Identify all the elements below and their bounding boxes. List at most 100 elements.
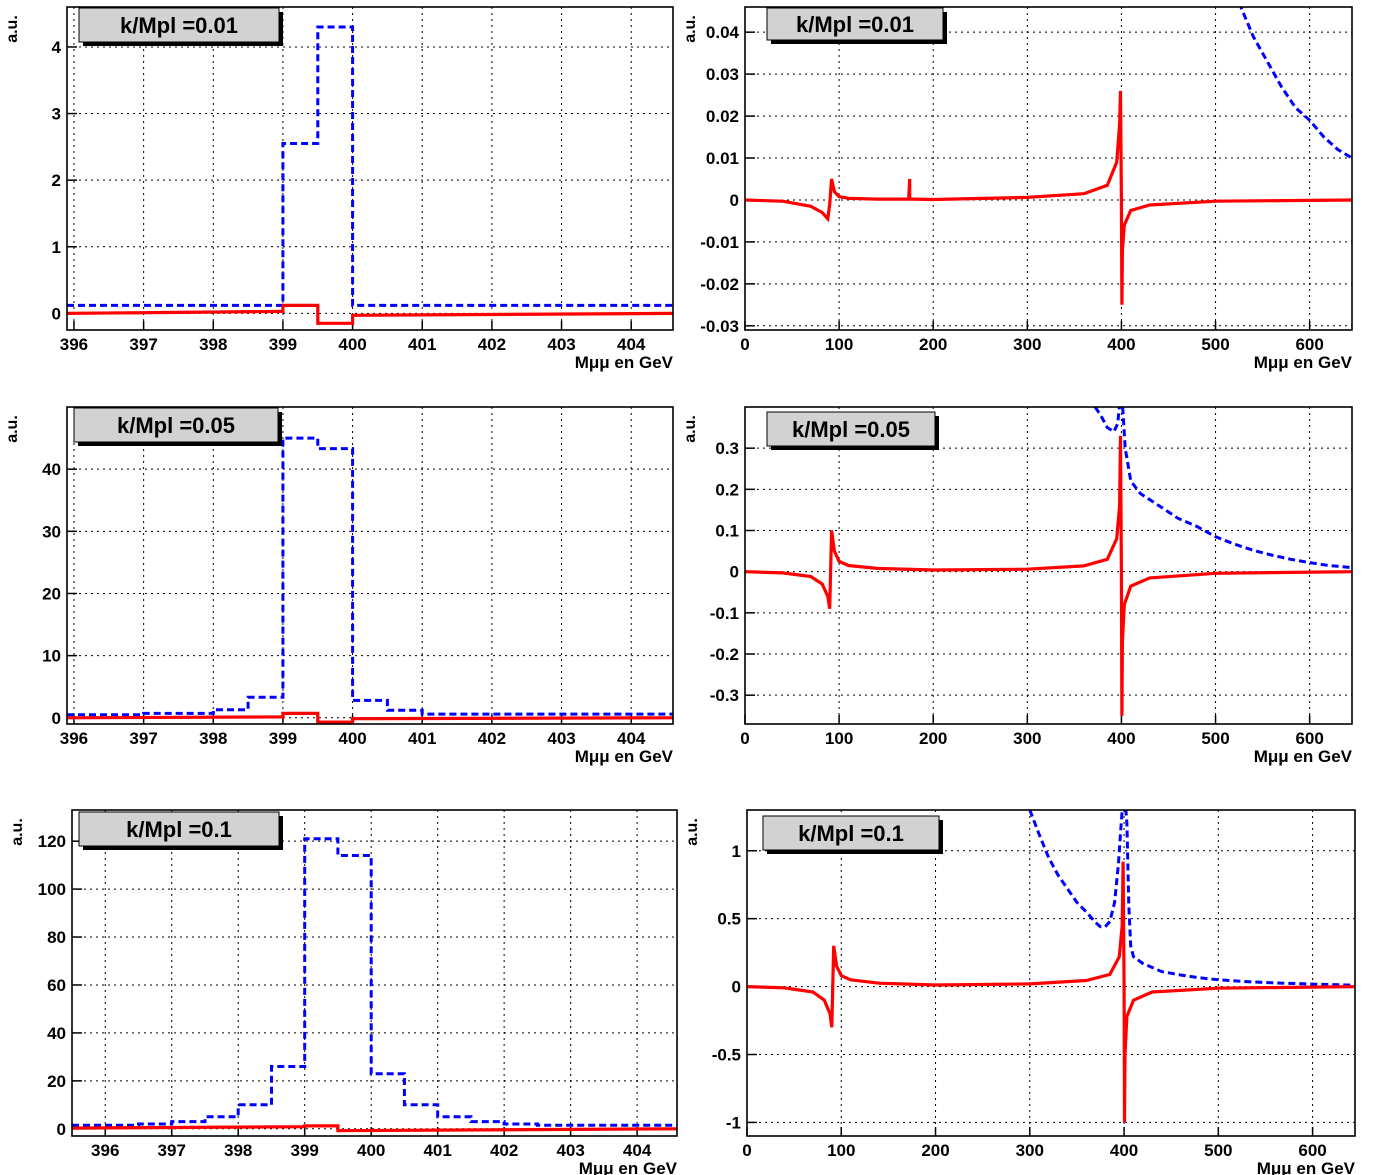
x-tick-label: 300 [1013,335,1041,354]
x-tick-label: 0 [742,1141,751,1160]
series-2-line [745,435,1352,716]
y-axis-label: a.u. [9,818,26,846]
x-tick-label: 100 [825,335,853,354]
x-tick-label: 100 [827,1141,855,1160]
x-tick-label: 402 [478,335,506,354]
series-2-line [72,1124,677,1133]
x-tick-label: 100 [825,729,853,748]
x-tick-label: 200 [921,1141,949,1160]
y-tick-label: -0.1 [710,604,739,623]
y-tick-label: 30 [42,522,61,541]
x-tick-label: 404 [617,729,646,748]
x-tick-label: 402 [490,1141,518,1160]
y-tick-label: 10 [42,647,61,666]
x-tick-label: 398 [199,729,227,748]
chart-panel-5: 396 397 398 399 400 401 402 403 404 0 20 40 60 80 100 1… [9,809,678,1175]
label-box [766,411,936,447]
x-tick-label: 600 [1295,335,1323,354]
panel-label: k/Mpl =0.1 [126,817,232,842]
y-tick-label: 120 [38,832,66,851]
y-axis-label: a.u. [682,415,699,443]
x-tick-label: 396 [60,729,88,748]
y-tick-label: 0 [732,978,741,997]
x-tick-label: 397 [158,1141,186,1160]
x-tick-label: 300 [1013,729,1041,748]
x-tick-label: 600 [1298,1141,1326,1160]
y-tick-label: 0 [730,191,739,210]
chart-panel-6: 0 100 200 300 400 500 600 -1 -0.5 0 0.5 1 k/Mpl =0.1… [684,809,1356,1175]
label-box [73,407,279,443]
x-tick-label: 398 [199,335,227,354]
x-tick-label: 396 [60,335,88,354]
y-tick-label: 80 [47,928,66,947]
y-tick-label: 60 [47,976,66,995]
y-tick-label: 20 [42,584,61,603]
plot-frame [66,6,674,331]
x-tick-label: 200 [919,729,947,748]
plot-frame [746,809,1356,1137]
x-tick-label: 398 [224,1141,252,1160]
y-axis-label: a.u. [682,15,699,43]
y-tick-label: 4 [52,38,62,57]
chart-panel-3: 396 397 398 399 400 401 402 403 404 0 10 20 30 40 k/Mp… [4,406,674,766]
y-tick-label: 100 [38,880,66,899]
y-tick-label: -1 [726,1113,741,1132]
panel-label: k/Mpl =0.1 [798,821,904,846]
y-axis-label: a.u. [4,15,21,43]
x-tick-label: 400 [357,1141,385,1160]
series-2-line [745,90,1352,305]
y-tick-label: 0.01 [706,149,739,168]
x-tick-label: 403 [547,335,575,354]
y-tick-label: 0.3 [715,439,739,458]
x-tick-label: 396 [91,1141,119,1160]
y-tick-label: 0.2 [715,480,739,499]
x-tick-label: 200 [919,335,947,354]
x-tick-label: 399 [291,1141,319,1160]
y-axis-label: a.u. [684,818,701,846]
x-tick-label: 500 [1204,1141,1232,1160]
y-tick-label: -0.01 [700,233,739,252]
y-tick-label: 0 [52,304,61,323]
y-tick-label: 0.02 [706,107,739,126]
panel-label: k/Mpl =0.01 [796,12,914,37]
y-tick-label: 0 [730,563,739,582]
label-box [78,811,280,847]
plot-frame [744,6,1353,331]
y-tick-label: -0.2 [710,645,739,664]
panel-label: k/Mpl =0.01 [120,13,238,38]
x-tick-label: 600 [1295,729,1323,748]
series-1-line [1028,810,1355,987]
y-tick-label: 0.1 [715,522,739,541]
x-tick-label: 400 [1107,335,1135,354]
y-tick-label: 20 [47,1072,66,1091]
series-1-line [1093,407,1352,570]
y-tick-label: 2 [52,171,61,190]
x-tick-label: 403 [547,729,575,748]
y-axis-label: a.u. [4,415,21,443]
y-tick-label: 1 [732,842,741,861]
x-axis-label: Mμμ en GeV [579,1159,678,1175]
y-tick-label: 0.03 [706,65,739,84]
x-tick-label: 404 [623,1141,652,1160]
panel-label: k/Mpl =0.05 [117,413,235,438]
x-axis-label: Mμμ en GeV [1254,353,1353,372]
label-box [762,815,940,851]
x-tick-label: 500 [1201,729,1229,748]
y-tick-label: -0.03 [700,317,739,336]
y-tick-label: 0.04 [706,23,740,42]
x-tick-label: 397 [129,729,157,748]
label-box [78,7,280,43]
x-tick-label: 399 [269,729,297,748]
series-2-line [747,861,1355,1123]
y-tick-label: 1 [52,238,61,257]
x-tick-label: 0 [740,729,749,748]
y-tick-label: 3 [52,105,61,124]
label-box [766,7,944,41]
series-1-line [67,25,673,307]
series-2-line [67,303,673,325]
x-tick-label: 397 [129,335,157,354]
plot-frame [66,406,674,725]
y-tick-label: 0.5 [717,910,741,929]
chart-panel-1: 396 397 398 399 400 401 402 403 404 0 1 2 3 4 k/Mpl =0… [4,6,674,372]
x-axis-label: Mμμ en GeV [575,353,674,372]
